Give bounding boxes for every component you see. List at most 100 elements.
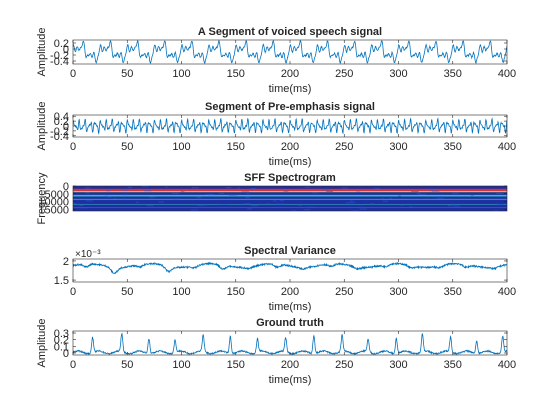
- x-tick-label: 0: [70, 141, 76, 153]
- spectrogram-texture: [447, 205, 452, 207]
- spectrogram-texture: [144, 190, 152, 192]
- spectrogram-texture: [303, 209, 311, 211]
- spectrogram-texture: [430, 190, 433, 192]
- x-tick-label: 50: [121, 141, 133, 153]
- y-tick-label: 0: [63, 44, 69, 56]
- spectrogram-texture: [241, 191, 250, 193]
- x-tick-label: 150: [227, 286, 245, 298]
- spectrogram-texture: [180, 191, 185, 193]
- y-tick-label: 0.4: [54, 111, 69, 123]
- y-tick-label: 2: [63, 256, 69, 268]
- y-tick-label: -0.4: [50, 131, 69, 143]
- x-tick-label: 300: [389, 286, 407, 298]
- spectrogram-texture: [388, 197, 392, 199]
- spectrogram-texture: [201, 204, 208, 206]
- y-tick-label: 0.3: [54, 328, 69, 340]
- y-tick-label: -0.2: [50, 50, 69, 62]
- y-tick-label: 5000: [45, 189, 69, 201]
- spectrogram-texture: [173, 198, 179, 200]
- spectrogram-texture: [374, 187, 380, 189]
- spectrogram-texture: [191, 187, 199, 189]
- spectrogram-band: [73, 198, 507, 201]
- spectrogram-texture: [105, 196, 112, 198]
- spectrogram-texture: [272, 200, 277, 202]
- x-tick-label: 200: [281, 286, 299, 298]
- spectrogram-band: [73, 194, 507, 197]
- spectrogram-texture: [247, 208, 253, 210]
- spectrogram-texture: [113, 197, 117, 199]
- y-tick-label: 15000: [38, 204, 69, 216]
- subplot-title: SFF Spectrogram: [244, 172, 336, 184]
- x-tick-label: 200: [281, 141, 299, 153]
- x-tick-label: 150: [227, 141, 245, 153]
- x-tick-label: 100: [172, 68, 190, 80]
- spectrogram-texture: [497, 203, 504, 205]
- x-tick-label: 0: [70, 68, 76, 80]
- spectrogram-texture: [418, 193, 427, 195]
- spectrogram-texture: [267, 203, 270, 205]
- spectrogram-texture: [279, 200, 284, 202]
- x-tick-label: 50: [121, 359, 133, 371]
- series-line: [73, 40, 507, 64]
- y-tick-label: 0: [63, 181, 69, 193]
- x-tick-label: 300: [389, 359, 407, 371]
- spectrogram-texture: [416, 192, 421, 194]
- y-tick-label: 0.2: [54, 38, 69, 50]
- spectrogram-texture: [370, 203, 374, 205]
- series-line: [73, 117, 507, 135]
- spectrogram-texture: [197, 204, 203, 206]
- spectrogram-texture: [452, 192, 459, 194]
- x-tick-label: 100: [172, 359, 190, 371]
- subplot-title: Ground truth: [256, 317, 324, 329]
- spectrogram-texture: [359, 204, 362, 206]
- x-tick-label: 50: [121, 68, 133, 80]
- x-tick-label: 200: [281, 68, 299, 80]
- spectrogram-texture: [73, 202, 76, 204]
- x-tick-label: 300: [389, 68, 407, 80]
- series-line: [73, 261, 507, 275]
- x-axis-label: time(ms): [269, 374, 312, 386]
- axes-box: [72, 258, 508, 283]
- spectrogram-texture: [123, 194, 128, 196]
- y-axis-label: Amplitude: [36, 28, 48, 77]
- x-tick-label: 300: [389, 141, 407, 153]
- spectrogram-texture: [229, 194, 238, 196]
- y-tick-label: -0.2: [50, 126, 69, 138]
- y-tick-label: 0: [63, 348, 69, 360]
- spectrogram-texture: [321, 189, 330, 191]
- spectrogram-texture: [237, 187, 240, 189]
- axes-box: [72, 185, 508, 212]
- spectrogram-texture: [493, 210, 498, 211]
- y-axis-label: Amplitude: [36, 102, 48, 151]
- y-tick-label: 10000: [38, 197, 69, 209]
- x-tick-label: 100: [172, 286, 190, 298]
- spectrogram-texture: [79, 205, 84, 207]
- spectrogram-band: [73, 207, 507, 209]
- x-tick-label: 350: [444, 141, 462, 153]
- spectrogram-texture: [250, 187, 256, 189]
- spectrogram-texture: [350, 210, 359, 211]
- spectrogram-texture: [135, 201, 139, 203]
- y-tick-label: 0.2: [54, 116, 69, 128]
- spectrogram-texture: [85, 200, 94, 202]
- spectrogram-texture: [409, 206, 413, 208]
- subplot-5: 0 50 100 150 200 250 300 350 400 0.30.20.10 Ground…: [36, 317, 516, 386]
- spectrogram-texture: [104, 195, 109, 197]
- spectrogram-texture: [106, 190, 111, 192]
- x-tick-label: 0: [70, 359, 76, 371]
- spectrogram-texture: [400, 204, 404, 206]
- x-tick-label: 400: [498, 141, 516, 153]
- spectrogram-texture: [398, 195, 401, 197]
- y-axis-label: Amplitude: [36, 319, 48, 368]
- spectrogram-texture: [309, 206, 314, 208]
- x-tick-label: 250: [335, 141, 353, 153]
- spectrogram-texture: [158, 201, 165, 203]
- subplot-4: 0 50 100 150 200 250 300 350 400 2 1.5 Spectral Var…: [54, 245, 516, 313]
- y-tick-label: 1.5: [54, 275, 69, 287]
- spectrogram-image: [73, 186, 507, 211]
- x-tick-label: 400: [498, 359, 516, 371]
- spectrogram-texture: [275, 203, 284, 205]
- x-tick-label: 250: [335, 286, 353, 298]
